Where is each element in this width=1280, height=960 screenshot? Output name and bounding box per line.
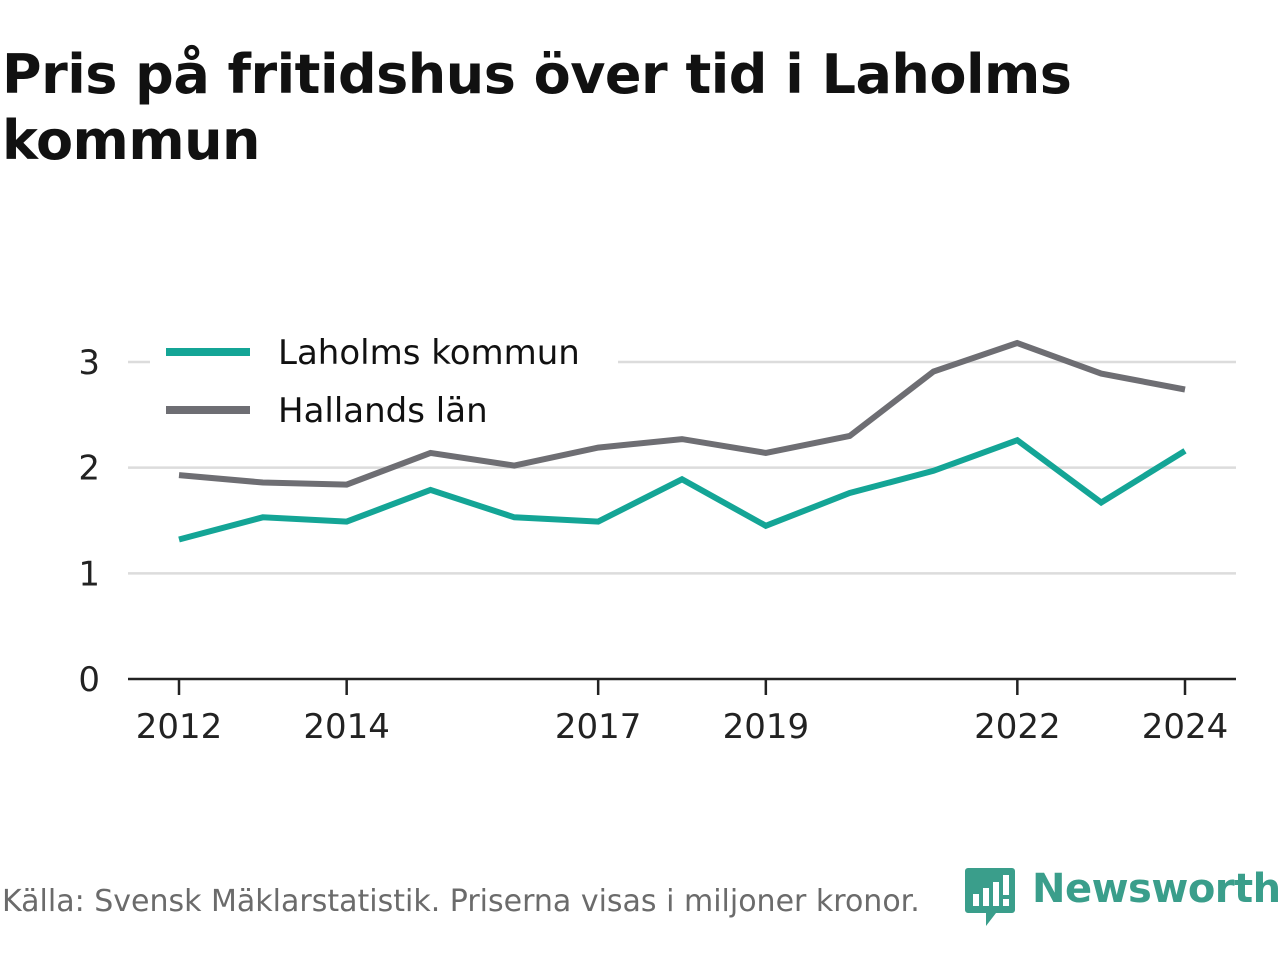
series-line-1 (178, 436, 1187, 543)
bar-chart-speech-bubble-icon (965, 868, 1015, 926)
source-note: Källa: Svensk Mäklarstatistik. Priserna … (2, 884, 920, 919)
series-lines (178, 339, 1187, 543)
x-tick-label-2024: 2024 (1142, 707, 1229, 747)
x-tick-label-2019: 2019 (723, 707, 810, 747)
y-tick-label-0: 0 (78, 660, 100, 700)
legend: Laholms kommun Hallands län (150, 324, 618, 442)
y-tick-label-2: 2 (78, 449, 100, 489)
series-line-2 (178, 339, 1186, 488)
x-tick-label-2017: 2017 (555, 707, 642, 747)
legend-background (150, 324, 618, 442)
legend-label-2: Hallands län (278, 391, 488, 431)
x-tick-label-2022: 2022 (974, 707, 1061, 747)
y-tick-label-3: 3 (78, 343, 100, 383)
legend-label-1: Laholms kommun (278, 333, 580, 373)
x-axis-ticks: 2012 2014 2017 2019 2022 2024 (136, 679, 1229, 747)
x-tick-label-2012: 2012 (136, 707, 223, 747)
y-tick-label-1: 1 (78, 554, 100, 594)
y-axis-tick-labels: 0 1 2 3 (78, 343, 100, 700)
logo-text: Newsworthy (1032, 866, 1280, 912)
chart-title: Pris på fritidshus över tid i Laholms ko… (2, 43, 1072, 172)
x-tick-label-2014: 2014 (303, 707, 390, 747)
newsworthy-logo: Newsworthy (964, 864, 1280, 930)
